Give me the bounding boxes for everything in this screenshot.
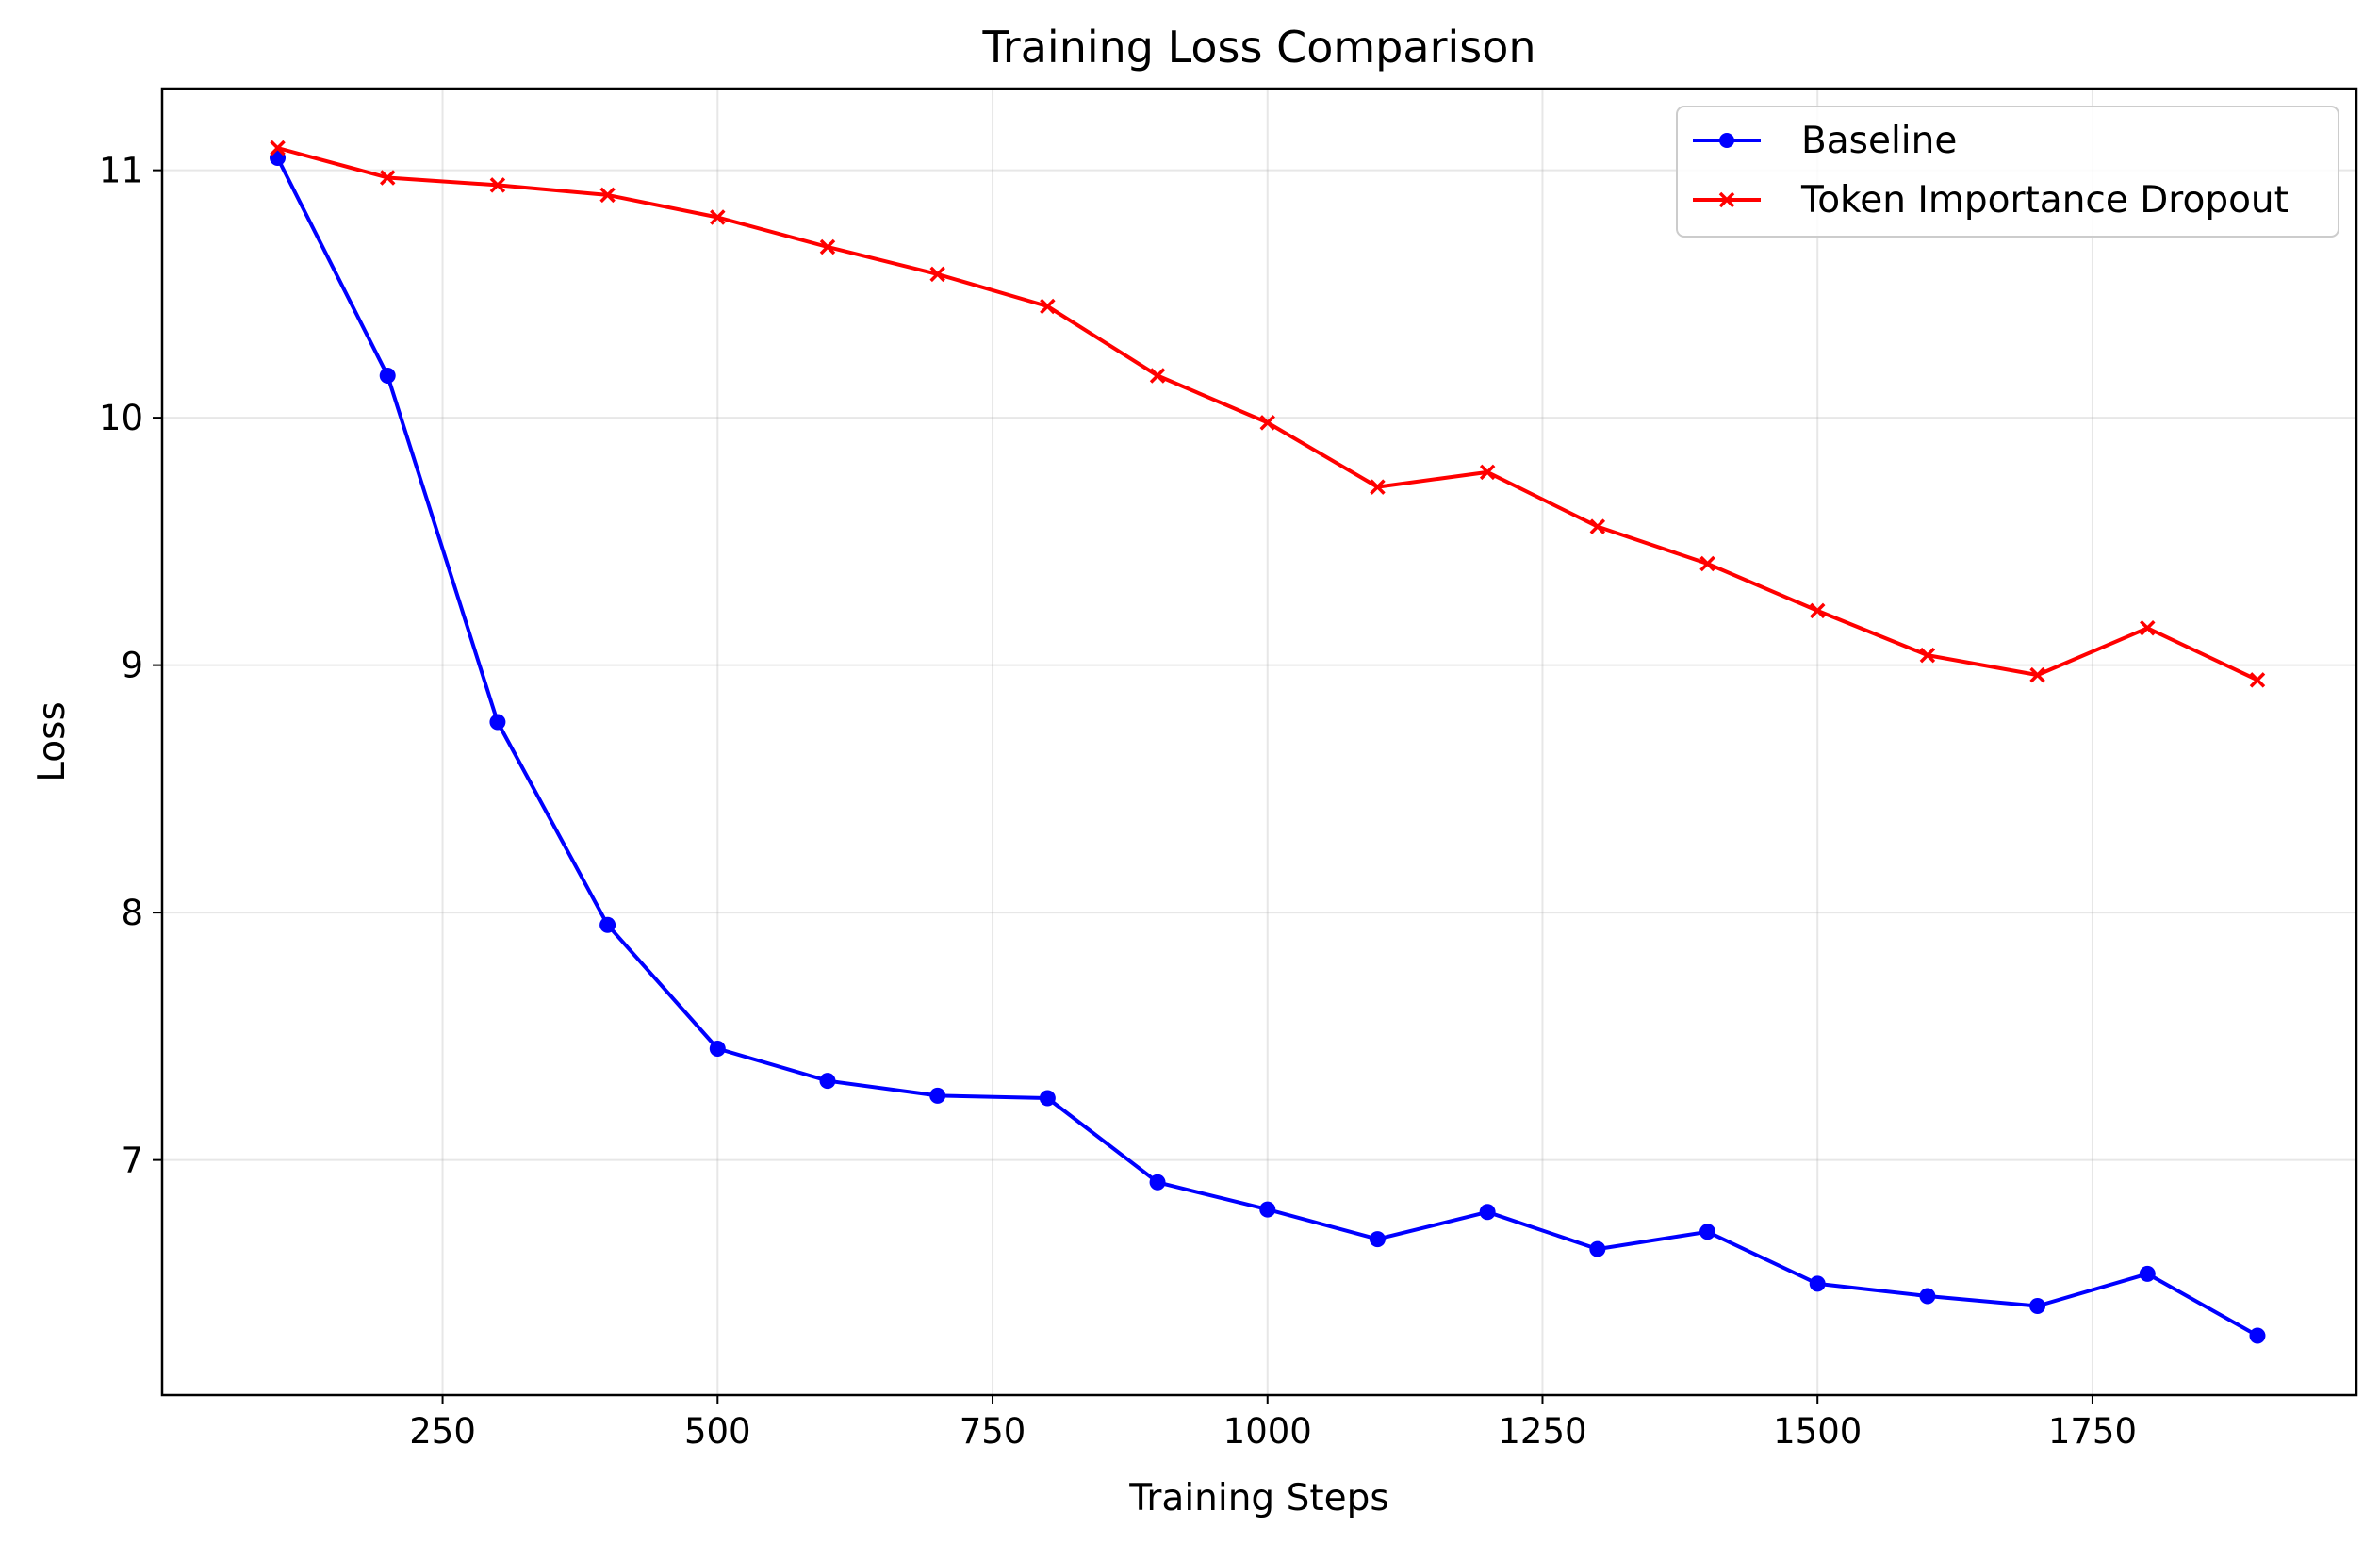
data-point-token-importance-dropout <box>270 140 286 156</box>
x-tick-label: 1500 <box>1773 1411 1862 1452</box>
data-point-baseline <box>1259 1201 1276 1218</box>
series-lines <box>270 140 2266 1344</box>
x-axis-label: Training Steps <box>1128 1477 1388 1519</box>
data-point-baseline <box>1039 1090 1056 1107</box>
data-point-baseline <box>2139 1265 2156 1282</box>
data-point-token-importance-dropout <box>2140 620 2156 636</box>
data-point-baseline <box>2029 1298 2046 1314</box>
data-point-token-importance-dropout <box>489 177 506 193</box>
axis-ticks: 250 500 750 1000 1250 1500 1750 7 8 9 10 11 <box>99 151 2137 1452</box>
plot-frame <box>160 87 2358 1397</box>
data-point-baseline <box>1369 1231 1386 1248</box>
data-point-token-importance-dropout <box>1809 602 1826 619</box>
x-tick-label: 250 <box>409 1411 476 1452</box>
data-point-baseline <box>929 1087 946 1104</box>
legend: Baseline Token Importance Dropout <box>1676 106 2339 238</box>
x-tick-label: 750 <box>960 1411 1026 1452</box>
data-point-token-importance-dropout <box>599 187 616 204</box>
data-point-token-importance-dropout <box>2029 666 2045 683</box>
y-tick-label: 11 <box>99 151 143 191</box>
legend-marker-baseline <box>1719 133 1734 148</box>
data-point-baseline <box>379 368 396 384</box>
y-axis-label: Loss <box>31 701 74 782</box>
y-tick-label: 9 <box>121 646 143 686</box>
data-point-token-importance-dropout <box>819 238 836 255</box>
y-tick-label: 7 <box>121 1141 143 1181</box>
data-point-token-importance-dropout <box>1589 518 1606 534</box>
data-point-token-importance-dropout <box>929 266 945 283</box>
data-point-token-importance-dropout <box>1370 479 1386 495</box>
data-point-baseline <box>1699 1224 1716 1240</box>
data-point-token-importance-dropout <box>710 209 726 225</box>
data-point-token-importance-dropout <box>1149 368 1166 384</box>
data-point-token-importance-dropout <box>1699 555 1715 572</box>
data-point-baseline <box>1809 1275 1826 1292</box>
data-point-token-importance-dropout <box>1040 298 1056 315</box>
y-tick-label: 10 <box>99 398 143 438</box>
x-tick-label: 1750 <box>2048 1411 2137 1452</box>
data-point-baseline <box>599 916 616 933</box>
data-point-baseline <box>2249 1327 2266 1344</box>
x-tick-label: 500 <box>684 1411 751 1452</box>
data-point-token-importance-dropout <box>1919 647 1936 664</box>
y-tick-label: 8 <box>121 893 143 933</box>
x-tick-label: 1000 <box>1223 1411 1312 1452</box>
x-tick-label: 1250 <box>1498 1411 1586 1452</box>
data-point-baseline <box>819 1073 836 1090</box>
legend-label-baseline: Baseline <box>1801 120 1957 162</box>
legend-marker-tid <box>1718 191 1735 208</box>
data-point-baseline <box>489 714 506 731</box>
data-point-baseline <box>1479 1204 1496 1221</box>
legend-box <box>1676 106 2339 238</box>
data-point-token-importance-dropout <box>1259 415 1275 431</box>
data-point-token-importance-dropout <box>379 170 396 186</box>
data-point-baseline <box>1919 1288 1936 1305</box>
data-point-token-importance-dropout <box>2249 672 2266 688</box>
data-point-token-importance-dropout <box>1479 464 1496 481</box>
chart-title: Training Loss Comparison <box>981 22 1535 73</box>
data-point-baseline <box>1149 1174 1166 1191</box>
legend-label-tid: Token Importance Dropout <box>1800 179 2289 222</box>
data-point-baseline <box>709 1041 726 1057</box>
data-point-baseline <box>1589 1240 1606 1257</box>
